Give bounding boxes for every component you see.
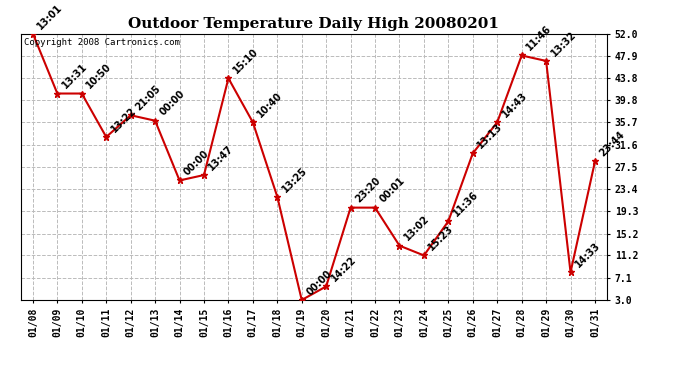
- Text: 13:32: 13:32: [549, 29, 578, 58]
- Text: 13:01: 13:01: [36, 2, 65, 31]
- Text: 15:10: 15:10: [231, 46, 260, 75]
- Text: 13:22: 13:22: [109, 105, 138, 134]
- Text: 13:25: 13:25: [280, 165, 309, 194]
- Text: 23:44: 23:44: [598, 130, 627, 159]
- Text: 00:01: 00:01: [378, 176, 407, 205]
- Text: 13:13: 13:13: [475, 122, 504, 150]
- Text: 00:00: 00:00: [158, 89, 187, 118]
- Text: 14:33: 14:33: [573, 240, 602, 270]
- Text: 10:40: 10:40: [255, 90, 285, 120]
- Text: 00:00: 00:00: [304, 268, 333, 297]
- Text: 10:50: 10:50: [85, 62, 114, 91]
- Text: 15:23: 15:23: [426, 224, 455, 253]
- Text: 11:46: 11:46: [524, 24, 553, 53]
- Text: 13:47: 13:47: [207, 143, 236, 172]
- Text: 13:31: 13:31: [60, 62, 89, 91]
- Text: 11:36: 11:36: [451, 189, 480, 218]
- Text: 14:22: 14:22: [329, 255, 358, 284]
- Text: 23:20: 23:20: [353, 176, 382, 205]
- Text: 21:05: 21:05: [133, 84, 162, 112]
- Text: 13:02: 13:02: [402, 214, 431, 243]
- Title: Outdoor Temperature Daily High 20080201: Outdoor Temperature Daily High 20080201: [128, 17, 500, 31]
- Text: Copyright 2008 Cartronics.com: Copyright 2008 Cartronics.com: [23, 38, 179, 47]
- Text: 14:43: 14:43: [500, 90, 529, 120]
- Text: 00:00: 00:00: [182, 149, 211, 178]
